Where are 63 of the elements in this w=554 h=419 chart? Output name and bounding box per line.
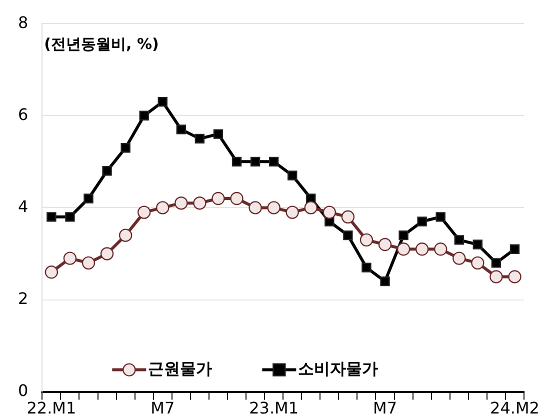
point [398,230,408,240]
point [138,206,151,219]
point [63,252,77,265]
point [268,156,279,167]
point [212,192,225,206]
point [322,206,336,219]
x-tick-label: M7 [150,398,175,418]
point [436,212,446,222]
point [65,212,75,222]
x-tick-label: M7 [373,398,398,418]
point [158,97,168,107]
point [100,247,114,260]
point [452,252,466,265]
point [176,124,186,134]
point [288,170,298,180]
point [46,212,56,222]
point [490,270,503,284]
point [286,206,299,219]
point [343,230,353,240]
point [380,276,390,286]
x-tick-label: 24.M2 [490,398,540,418]
point [415,242,429,256]
point [417,216,427,226]
point [471,256,484,270]
point [156,201,170,214]
point [454,235,464,245]
point [102,166,112,176]
point [174,196,188,210]
point [508,270,522,284]
annotation: (전년동월비, %) [44,34,159,53]
x-tick-label: 23.M1 [249,398,299,418]
point [84,194,94,204]
y-tick-label: 2 [18,288,28,308]
point [250,156,260,167]
point [213,129,224,139]
point [378,238,392,252]
point [472,240,483,250]
point [360,233,374,247]
point [82,256,96,270]
y-tick-label: 4 [18,196,28,216]
point [44,266,58,279]
legend-label: 소비자물가 [298,358,378,378]
point [120,143,130,153]
point [194,134,205,144]
point [232,156,242,167]
y-tick-label: 6 [18,104,28,124]
point [230,192,244,206]
y-tick-label: 8 [18,12,28,32]
point [248,201,262,214]
point [304,201,318,214]
point [491,258,502,268]
point [193,196,206,210]
point [362,262,372,272]
y-tick-label: 0 [18,380,28,400]
point [510,244,520,254]
x-tick-label: 22.M1 [26,398,76,418]
point [139,110,149,120]
point [434,242,448,256]
legend-label: 근원물가 [148,358,212,378]
point [118,228,132,242]
point [396,242,410,256]
point [267,201,280,214]
point [341,210,355,224]
